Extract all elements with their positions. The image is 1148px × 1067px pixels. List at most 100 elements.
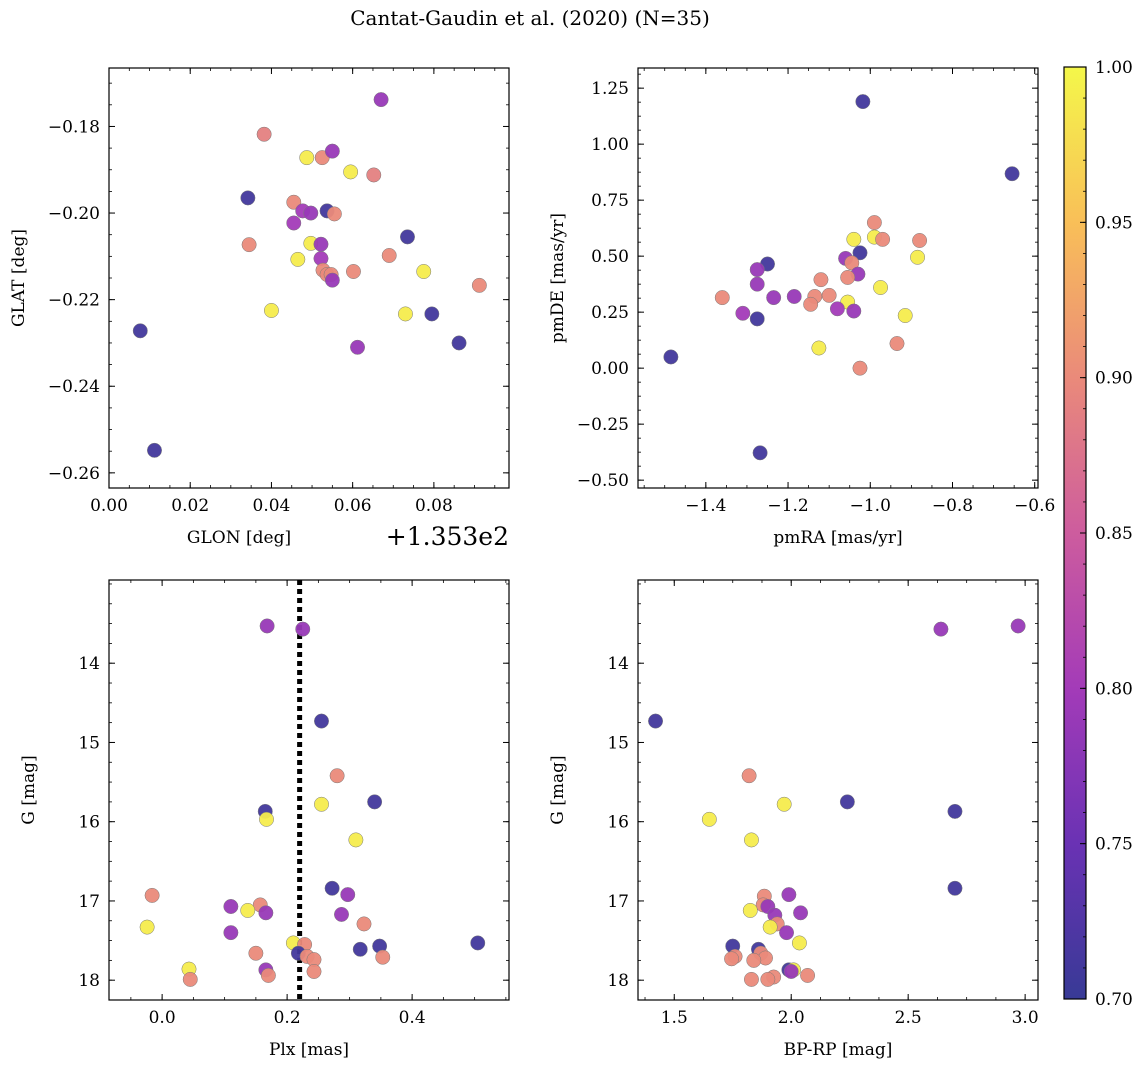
data-point — [648, 713, 663, 729]
y-tick-label: −0.18 — [48, 117, 100, 137]
data-point — [324, 143, 340, 159]
data-point — [742, 903, 758, 918]
y-tick-label: 0.50 — [591, 247, 629, 267]
x-tick-label: −1.4 — [685, 496, 726, 516]
data-point — [306, 964, 322, 979]
data-point — [846, 231, 862, 247]
data-point — [752, 445, 768, 461]
y-tick-label: −0.25 — [577, 415, 629, 435]
y-tick-label: 15 — [78, 733, 100, 753]
data-point — [746, 952, 762, 968]
y-tick-label: 14 — [607, 654, 629, 674]
data-point — [334, 906, 349, 922]
x-tick-label: −1.2 — [767, 496, 808, 516]
y-tick-label: 0.25 — [591, 303, 629, 323]
x-tick-label: 2.5 — [895, 1008, 922, 1028]
colorbar-tick-label: 1.00 — [1095, 58, 1133, 78]
data-point — [295, 621, 311, 637]
data-point — [139, 919, 155, 935]
x-axis-label: GLON [deg] — [187, 528, 291, 548]
y-tick-label: 15 — [607, 733, 629, 753]
data-point — [663, 349, 679, 365]
data-point — [343, 164, 359, 180]
data-point — [947, 803, 963, 819]
y-tick-label: −0.24 — [48, 377, 100, 397]
data-point — [263, 303, 279, 318]
data-point — [451, 335, 467, 351]
data-point — [714, 290, 730, 306]
data-point — [381, 248, 397, 263]
data-point — [829, 301, 845, 317]
data-point — [240, 903, 256, 918]
data-point — [910, 249, 925, 265]
data-point — [182, 971, 198, 987]
x-tick-label: 0.08 — [415, 496, 453, 516]
y-tick-label: −0.20 — [48, 204, 100, 224]
y-tick-label: 0.75 — [591, 191, 629, 211]
data-point — [352, 941, 368, 957]
x-tick-label: 0.06 — [334, 496, 372, 516]
data-point — [144, 887, 160, 903]
data-point — [762, 919, 778, 935]
data-point — [248, 945, 264, 961]
data-point — [286, 215, 302, 231]
y-tick-label: 18 — [78, 971, 100, 991]
x-tick-label: −0.6 — [1014, 496, 1055, 516]
y-tick-label: 16 — [607, 813, 629, 833]
data-point — [259, 811, 274, 827]
axes-frame — [637, 579, 1039, 1001]
y-axis-label: G [mag] — [19, 755, 39, 824]
data-point — [735, 305, 751, 321]
data-point — [875, 231, 891, 247]
colorbar-tick-label: 0.95 — [1095, 213, 1133, 233]
data-point — [223, 899, 239, 914]
data-point — [299, 150, 315, 166]
y-tick-label: 17 — [607, 892, 629, 912]
y-axis-label: GLAT [deg] — [9, 229, 29, 327]
data-point — [329, 768, 345, 784]
x-tick-label: 2.0 — [778, 1008, 805, 1028]
data-point — [366, 167, 382, 183]
data-point — [803, 296, 819, 312]
data-point — [744, 971, 759, 987]
data-point — [760, 971, 776, 987]
scatter-panel-4: 1.5 2.0 2.5 3.0 14 15 16 17 18 BP-RP [mag] G [mag] — [548, 579, 1039, 1060]
scatter-panel-2: −1.4 −1.2 −1.0 −0.8 −0.6 −0.50 −0.25 0.00 0.25 0.… — [548, 67, 1055, 548]
data-point — [348, 832, 364, 848]
data-point — [846, 303, 862, 319]
data-point — [240, 190, 256, 206]
colorbar-tick-label: 0.90 — [1095, 369, 1133, 389]
data-point — [326, 206, 342, 222]
data-point — [1010, 618, 1026, 634]
x-tick-label: 3.0 — [1012, 1008, 1039, 1028]
data-point — [786, 289, 802, 304]
scatter-panel-1: 0.00 0.02 0.04 0.06 0.08 −0.26 −0.24 −0.22 −0.20… — [9, 67, 510, 551]
data-point — [776, 796, 792, 812]
data-point — [701, 811, 717, 827]
data-point — [223, 925, 239, 941]
x-tick-label: −0.8 — [932, 496, 973, 516]
data-point — [260, 967, 276, 983]
y-axis-label: pmDE [mas/yr] — [548, 213, 568, 343]
x-tick-label: 0.00 — [90, 496, 128, 516]
axes-frame — [637, 67, 1039, 489]
data-point — [741, 768, 757, 784]
data-point — [873, 280, 888, 295]
y-axis-label: G [mag] — [548, 755, 568, 824]
data-point — [471, 277, 487, 293]
data-point — [852, 245, 868, 261]
data-point — [800, 967, 816, 983]
y-tick-label: −0.50 — [577, 471, 629, 491]
data-point — [1004, 166, 1020, 182]
data-point — [779, 925, 794, 941]
colorbar-tick-label: 0.85 — [1095, 524, 1133, 544]
data-point — [840, 269, 856, 285]
data-point — [781, 887, 797, 903]
x-offset-text: +1.353e2 — [386, 522, 509, 551]
data-point — [783, 964, 799, 979]
data-point — [889, 336, 905, 351]
colorbar: 0.70 0.75 0.80 0.85 0.90 0.95 1.00 — [1063, 58, 1133, 1010]
data-point — [324, 880, 340, 896]
